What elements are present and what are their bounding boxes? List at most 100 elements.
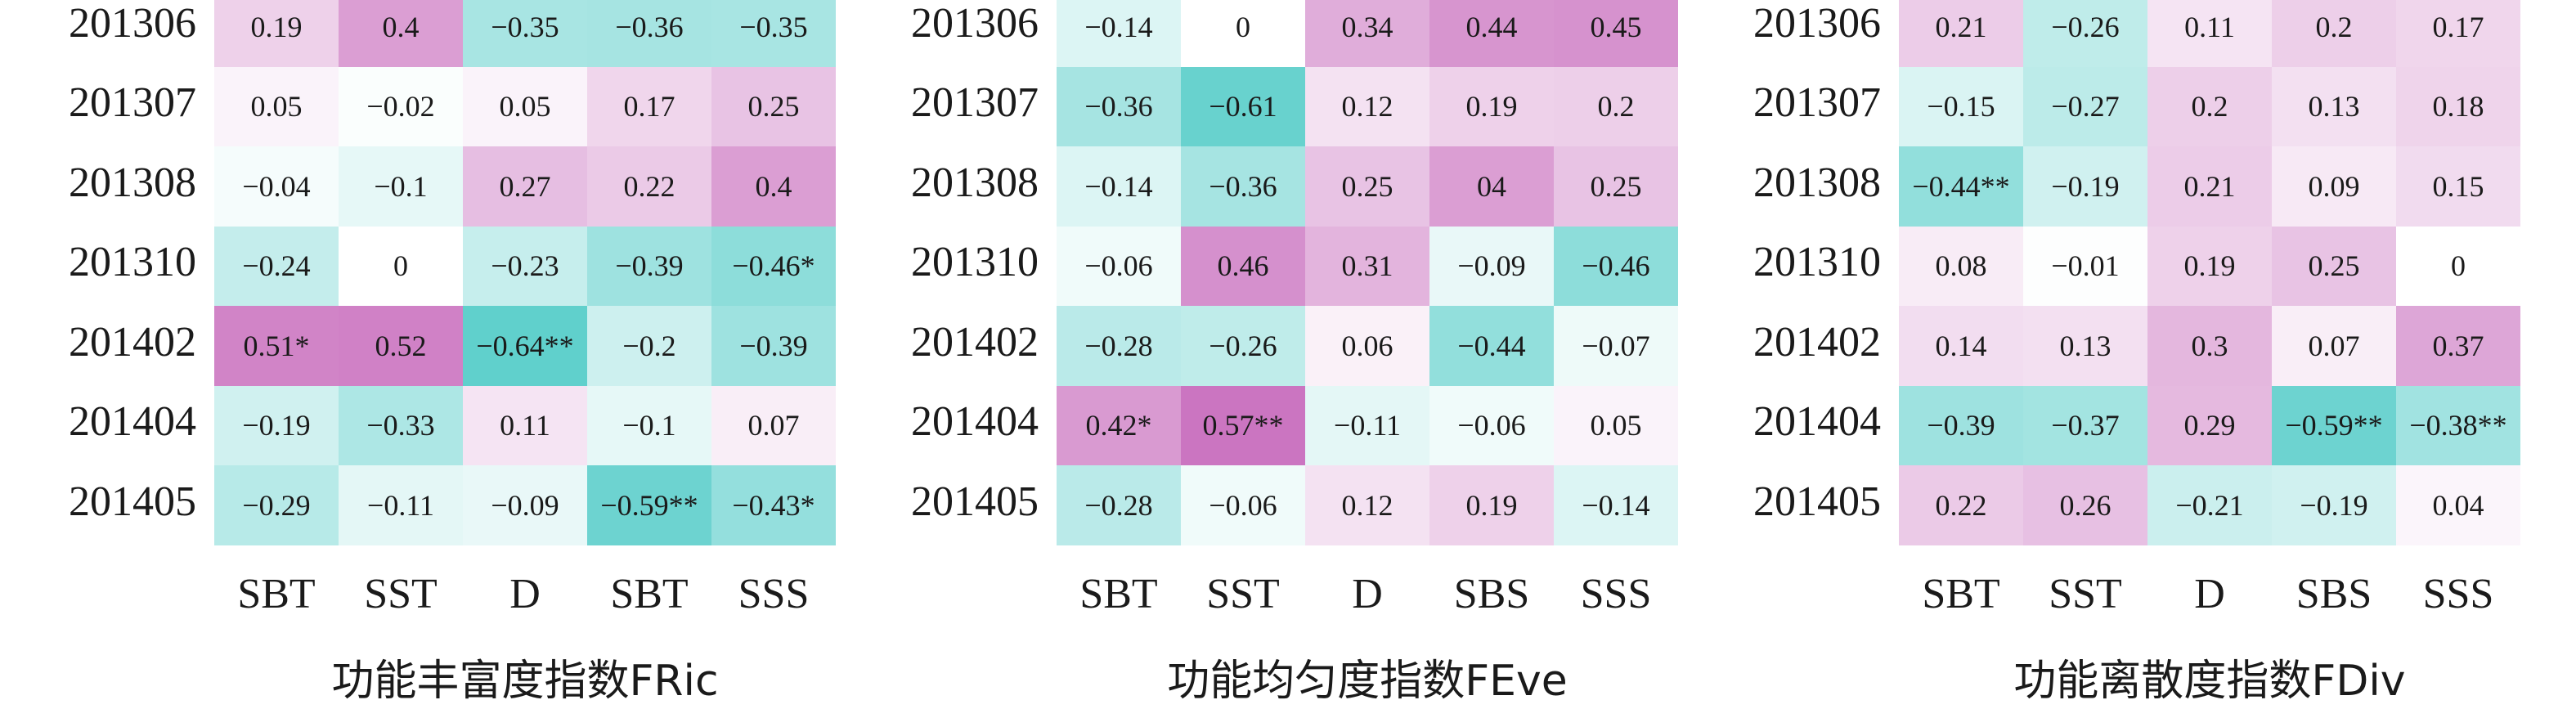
heatmap-cell: −0.46 (1554, 226, 1678, 306)
row-label: 201405 (911, 478, 1039, 525)
heatmap-cell: 0.15 (2396, 146, 2520, 227)
column-label: SBT (1922, 571, 2000, 617)
heatmap-cell: −0.02 (339, 66, 463, 146)
heatmap-cell: 0.19 (1429, 66, 1554, 146)
heatmap-cell: 0.11 (463, 385, 587, 465)
panel-title: 功能均匀度指数FEve (1167, 657, 1568, 706)
heatmap-cell: −0.35 (463, 0, 587, 67)
row-label: 201402 (1753, 318, 1881, 366)
heatmap-cell: 0.44 (1429, 0, 1554, 67)
heatmap-cell: −0.46* (711, 226, 836, 306)
row-label: 201310 (69, 239, 196, 286)
heatmap-cell: 0.4 (711, 146, 836, 227)
row-label: 201307 (1753, 79, 1881, 127)
column-label: SBT (1079, 571, 1158, 617)
heatmap-cell: 0.25 (1554, 146, 1678, 227)
heatmap-cell: −0.39 (711, 306, 836, 386)
heatmap-cell: −0.39 (587, 226, 711, 306)
heatmap-cell: −0.19 (214, 385, 339, 465)
heatmap-cell: −0.09 (1429, 226, 1554, 306)
heatmap-cell: −0.59** (2272, 385, 2396, 465)
heatmap-cell: 0.27 (463, 146, 587, 227)
row-label: 201310 (911, 239, 1039, 286)
heatmap-cell: −0.01 (2023, 226, 2147, 306)
heatmap-cell: −0.24 (214, 226, 339, 306)
heatmap-cell: 0.25 (711, 66, 836, 146)
heatmap-cell: 0.22 (1899, 465, 2023, 545)
heatmap-cell: 0.13 (2272, 66, 2396, 146)
column-label: SBS (1453, 571, 1530, 617)
heatmap-cell: −0.06 (1429, 385, 1554, 465)
heatmap-cell: 0.2 (1554, 66, 1678, 146)
heatmap-cell: 0.25 (2272, 226, 2396, 306)
heatmap-cell: −0.09 (463, 465, 587, 545)
heatmap-cell: 0.57** (1181, 385, 1305, 465)
heatmap-cell: −0.1 (587, 385, 711, 465)
row-label: 201405 (1753, 478, 1881, 525)
heatmap-cell: 0.42* (1057, 385, 1181, 465)
heatmap-cell: −0.36 (1057, 66, 1181, 146)
heatmap-cell: 0 (1181, 0, 1305, 67)
heatmap-cell: 04 (1429, 146, 1554, 227)
heatmap-cell: −0.14 (1057, 0, 1181, 67)
heatmap-cell: −0.11 (1305, 385, 1429, 465)
panel-title: 功能丰富度指数FRic (331, 657, 719, 706)
heatmap-cell: 0.45 (1554, 0, 1678, 67)
heatmap-cell: 0.2 (2272, 0, 2396, 67)
row-label: 201308 (911, 159, 1039, 206)
heatmap-cell: 0.05 (214, 66, 339, 146)
heatmap-cell: −0.06 (1181, 465, 1305, 545)
heatmap-cell: 0.34 (1305, 0, 1429, 67)
heatmap-panel-1: 201306 201307 201308 201310 201402 201404 2014… (0, 0, 842, 718)
heatmap-cell: −0.14 (1554, 465, 1678, 545)
column-label: SSS (1580, 571, 1652, 617)
heatmap-cell: −0.27 (2023, 66, 2147, 146)
heatmap-cell: −0.43* (711, 465, 836, 545)
heatmap-cell: −0.29 (214, 465, 339, 545)
column-label: SSS (2422, 571, 2494, 617)
column-label: SST (1206, 571, 1280, 617)
heatmap-cell: 0.08 (1899, 226, 2023, 306)
heatmap-cell: 0.14 (1899, 306, 2023, 386)
heatmap-cell: −0.59** (587, 465, 711, 545)
heatmap-cell: −0.38** (2396, 385, 2520, 465)
heatmap-cell: 0.21 (1899, 0, 2023, 67)
heatmap-cell: −0.19 (2272, 465, 2396, 545)
heatmap-cell: 0.12 (1305, 66, 1429, 146)
heatmap-cell: 0.3 (2147, 306, 2272, 386)
column-label: SBT (237, 571, 316, 617)
heatmap-cell: 0.19 (1429, 465, 1554, 545)
heatmap-cell: −0.61 (1181, 66, 1305, 146)
heatmap-cell: −0.2 (587, 306, 711, 386)
column-label: D (2194, 571, 2225, 617)
heatmap-cell: −0.1 (339, 146, 463, 227)
heatmap-cell: −0.15 (1899, 66, 2023, 146)
heatmap-cell: 0.17 (2396, 0, 2520, 67)
heatmap-cell: −0.64** (463, 306, 587, 386)
heatmap-cell: 0.19 (214, 0, 339, 67)
heatmap-cell: 0.13 (2023, 306, 2147, 386)
heatmap-cell: −0.36 (587, 0, 711, 67)
row-label: 201306 (911, 0, 1039, 47)
heatmap-cell: 0.52 (339, 306, 463, 386)
heatmap-cell: 0.4 (339, 0, 463, 67)
row-label: 201404 (911, 398, 1039, 446)
heatmap-cell: 0.25 (1305, 146, 1429, 227)
column-label: SBT (610, 571, 689, 617)
heatmap-cell: 0.06 (1305, 306, 1429, 386)
column-label: D (509, 571, 541, 617)
heatmap-cell: 0.31 (1305, 226, 1429, 306)
heatmap-cell: 0.09 (2272, 146, 2396, 227)
heatmap-cell: 0 (339, 226, 463, 306)
row-label: 201310 (1753, 239, 1881, 286)
heatmap-cell: 0.17 (587, 66, 711, 146)
column-label: SST (2049, 571, 2122, 617)
row-label: 201405 (69, 478, 196, 525)
heatmap-cell: −0.11 (339, 465, 463, 545)
heatmap-cell: 0.46 (1181, 226, 1305, 306)
heatmap-cell: −0.04 (214, 146, 339, 227)
heatmap-cell: 0.05 (463, 66, 587, 146)
row-label: 201402 (911, 318, 1039, 366)
heatmap-cell: −0.37 (2023, 385, 2147, 465)
heatmap-cell: 0 (2396, 226, 2520, 306)
